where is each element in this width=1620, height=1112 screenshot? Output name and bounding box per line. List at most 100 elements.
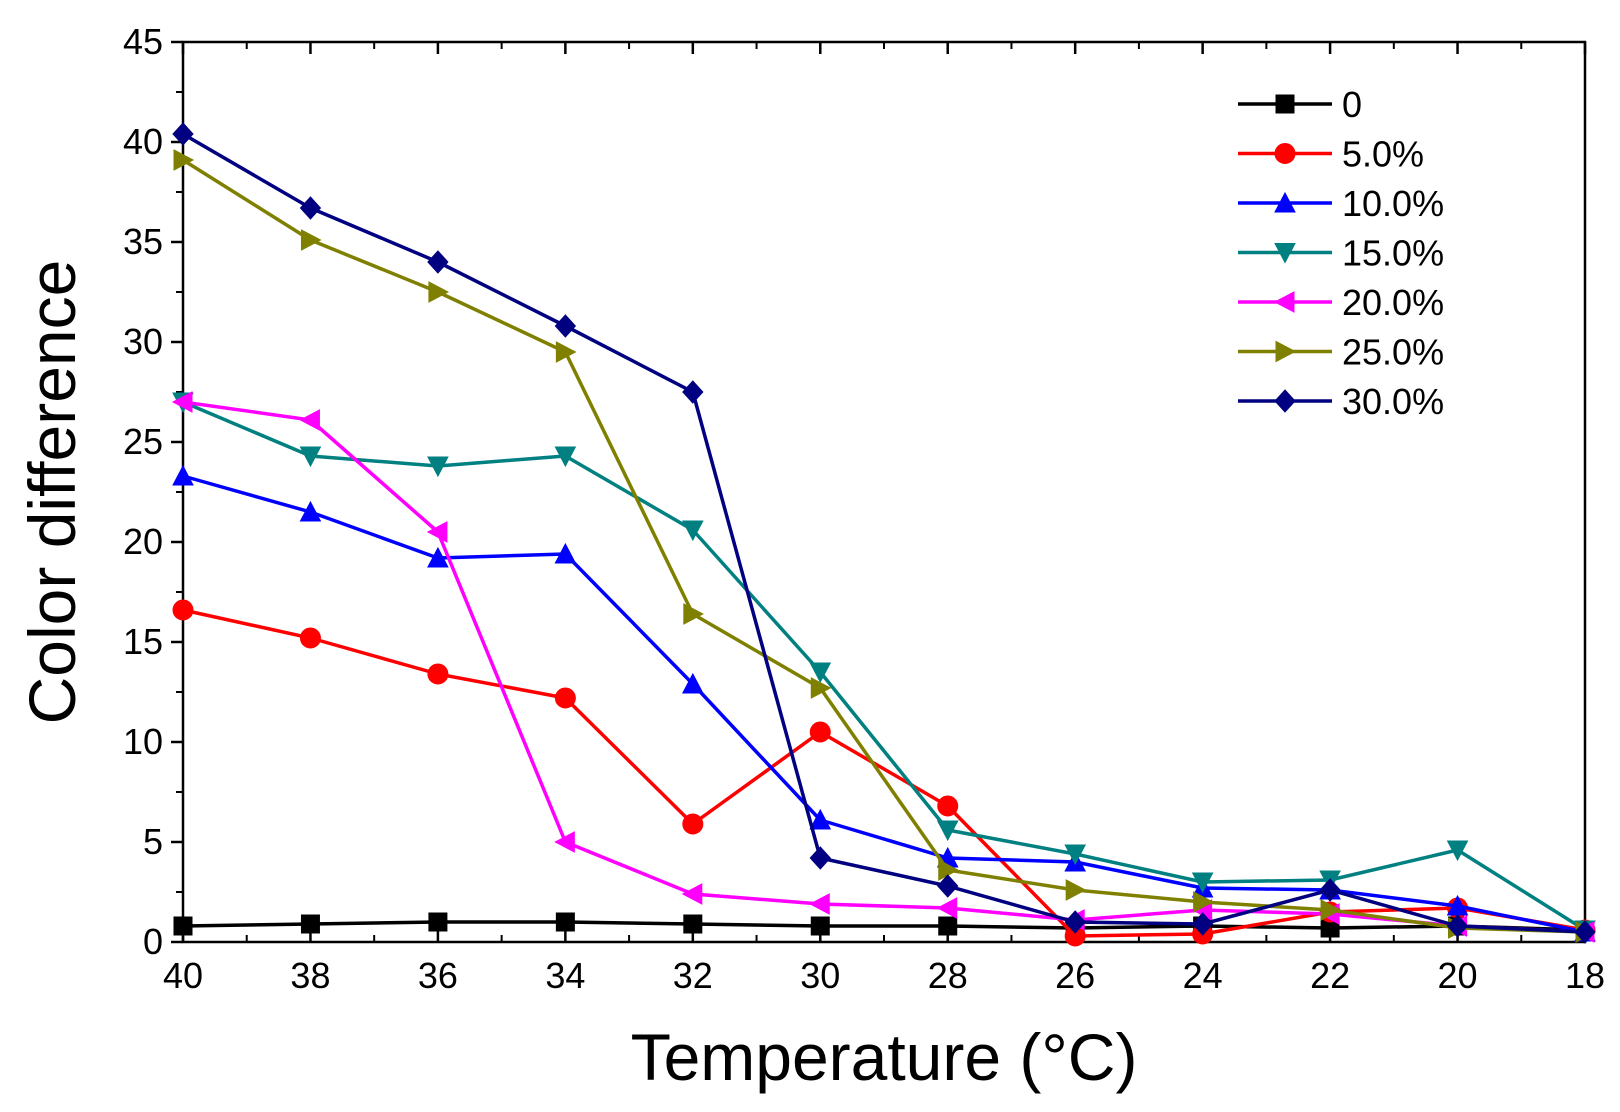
data-point xyxy=(554,314,577,338)
data-point xyxy=(809,721,831,743)
x-tick-label: 36 xyxy=(418,955,458,996)
x-tick-label: 30 xyxy=(800,955,840,996)
data-point xyxy=(299,409,320,431)
data-point xyxy=(555,341,577,363)
legend-label: 25.0% xyxy=(1342,332,1444,373)
series-25.0% xyxy=(173,149,1597,943)
legend-item: 30.0% xyxy=(1238,381,1444,422)
data-point xyxy=(1320,899,1342,921)
data-point xyxy=(426,521,448,543)
y-tick-label: 15 xyxy=(123,621,163,662)
y-tick-label: 35 xyxy=(123,221,163,262)
legend-item: 25.0% xyxy=(1238,332,1444,373)
x-tick-label: 20 xyxy=(1438,955,1478,996)
data-point xyxy=(938,916,958,936)
data-point xyxy=(300,229,322,251)
data-point xyxy=(299,627,321,649)
data-point xyxy=(300,914,320,934)
data-point xyxy=(1574,920,1596,944)
series-line xyxy=(182,474,1586,934)
data-point xyxy=(1446,840,1469,862)
data-point xyxy=(937,795,959,817)
x-tick-label: 22 xyxy=(1310,955,1350,996)
data-point xyxy=(428,912,448,932)
data-point xyxy=(173,149,195,171)
data-point xyxy=(809,846,831,870)
data-point xyxy=(173,916,193,936)
data-point xyxy=(172,599,194,621)
legend-marker xyxy=(1275,340,1297,363)
data-point xyxy=(1319,878,1341,902)
data-point xyxy=(810,916,830,936)
legend-marker xyxy=(1274,191,1296,213)
y-tick-label: 10 xyxy=(123,721,163,762)
legend-label: 30.0% xyxy=(1342,381,1444,422)
legend-marker xyxy=(1274,389,1296,413)
data-point xyxy=(428,281,449,303)
data-point xyxy=(554,687,576,709)
data-point xyxy=(681,883,703,905)
legend-label: 10.0% xyxy=(1342,183,1444,224)
series-line xyxy=(182,158,1586,934)
x-tick-label: 26 xyxy=(1055,955,1095,996)
x-tick-label: 28 xyxy=(928,955,968,996)
legend-marker xyxy=(1274,243,1296,264)
y-tick-label: 0 xyxy=(143,921,163,962)
data-point xyxy=(682,813,704,835)
data-point xyxy=(809,662,832,684)
data-point xyxy=(809,893,830,915)
legend-item: 15.0% xyxy=(1238,233,1444,274)
legend-label: 20.0% xyxy=(1342,282,1444,323)
x-tick-label: 18 xyxy=(1565,955,1605,996)
series-15.0% xyxy=(172,392,1596,942)
data-point xyxy=(172,464,194,486)
legend-label: 5.0% xyxy=(1342,134,1424,175)
x-tick-label: 38 xyxy=(290,955,330,996)
legend-item: 10.0% xyxy=(1238,183,1444,224)
data-point xyxy=(683,914,703,934)
data-point xyxy=(427,546,449,568)
data-point xyxy=(299,196,322,220)
axes-layer: 40 38 36 34 32 30 28 26 24 22 20 18 0 5 10 15 20 25 30 35 40… xyxy=(123,21,1605,996)
data-point xyxy=(427,663,449,685)
legend-item: 0 xyxy=(1238,84,1362,125)
series-30.0% xyxy=(172,122,1596,944)
y-tick-label: 40 xyxy=(123,121,163,162)
series-layer xyxy=(171,122,1597,947)
data-point xyxy=(299,500,322,522)
series-5.0% xyxy=(172,599,1596,947)
series-line xyxy=(182,132,1586,934)
x-tick-label: 40 xyxy=(163,955,203,996)
legend-label: 0 xyxy=(1342,84,1362,125)
y-tick-label: 25 xyxy=(123,421,163,462)
data-point xyxy=(810,677,832,699)
data-point xyxy=(1064,844,1087,866)
data-point xyxy=(1446,914,1469,938)
data-point xyxy=(1191,872,1214,894)
y-tick-label: 30 xyxy=(123,321,163,362)
data-point xyxy=(554,446,577,468)
legend: 0 5.0% 10.0% 15.0% 20.0% 25.0% 30.0% xyxy=(1238,84,1444,422)
data-point xyxy=(171,391,193,413)
legend-item: 20.0% xyxy=(1238,282,1444,323)
series-20.0% xyxy=(171,391,1595,943)
y-tick-label: 5 xyxy=(143,821,163,862)
data-point xyxy=(937,874,959,898)
y-tick-label: 20 xyxy=(123,521,163,562)
data-point xyxy=(1193,891,1214,913)
x-axis-title: Temperature (°C) xyxy=(631,1020,1138,1094)
data-point xyxy=(683,603,704,625)
legend-marker xyxy=(1273,291,1295,313)
data-point xyxy=(1191,912,1214,936)
data-point xyxy=(681,520,704,542)
data-point xyxy=(936,820,959,842)
data-point xyxy=(427,456,449,478)
data-point xyxy=(554,831,575,853)
data-point xyxy=(172,122,194,146)
legend-marker xyxy=(1274,143,1296,164)
series-line xyxy=(182,400,1586,934)
data-point xyxy=(682,380,704,404)
series-10.0% xyxy=(172,464,1596,942)
data-point xyxy=(554,542,577,564)
